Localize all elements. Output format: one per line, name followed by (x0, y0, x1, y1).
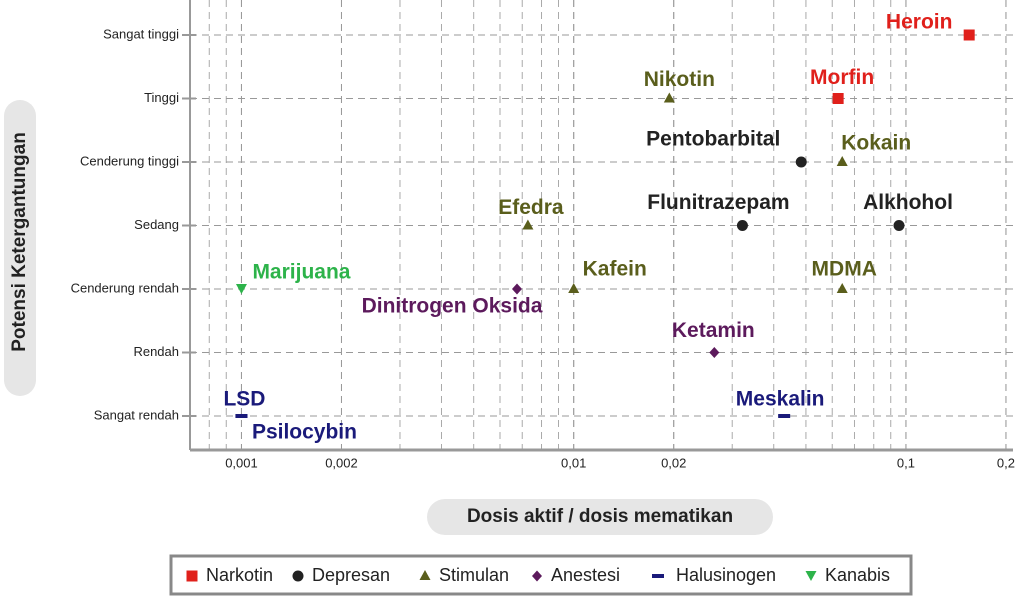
x-tick-label: 0,1 (897, 455, 915, 470)
marker (893, 220, 905, 231)
point-label: Meskalin (736, 388, 825, 411)
x-tick-label: 0,2 (997, 455, 1015, 470)
point-label: Dinitrogen Oksida (362, 295, 543, 318)
legend-label: Anestesi (551, 565, 620, 585)
y-tick-label: Cenderung tinggi (80, 153, 179, 168)
point-label: Psilocybin (252, 421, 357, 444)
point-label: Morfin (810, 66, 874, 89)
y-label-pill (4, 100, 36, 396)
legend-label: Halusinogen (676, 565, 776, 585)
marker (663, 92, 675, 103)
legend-label: Stimulan (439, 565, 509, 585)
y-tick-label: Sangat rendah (94, 407, 179, 422)
legend-label: Narkotin (206, 565, 273, 585)
point-label: Kokain (841, 132, 911, 155)
marker (795, 156, 807, 168)
marker (186, 570, 198, 582)
marker (511, 283, 522, 295)
x-tick-label: 0,001 (225, 455, 258, 470)
y-tick-label: Tinggi (144, 90, 179, 105)
point-label: Pentobarbital (646, 128, 780, 151)
point-label: Heroin (886, 11, 953, 34)
marker (235, 414, 248, 418)
point-label: MDMA (812, 258, 877, 281)
marker (522, 219, 534, 230)
y-tick-label: Sedang (134, 217, 179, 232)
marker (568, 283, 580, 293)
marker (709, 347, 720, 358)
marker (805, 571, 817, 581)
legend-label: Kanabis (825, 565, 890, 585)
marker (736, 220, 748, 231)
marker (963, 29, 975, 41)
y-axis-label: Potensi Ketergantungan (9, 132, 30, 352)
y-tick-label: Rendah (133, 344, 179, 359)
marker (652, 574, 664, 578)
y-tick-label: Cenderung rendah (71, 280, 179, 295)
x-tick-label: 0,002 (325, 455, 358, 470)
marker (778, 414, 791, 418)
x-tick-label: 0,01 (561, 455, 586, 470)
point-label: Kafein (583, 258, 647, 281)
point-label: LSD (223, 388, 265, 411)
marker (292, 570, 304, 582)
marker (532, 570, 542, 582)
marker (419, 570, 431, 580)
point-label: Ketamin (672, 319, 755, 342)
marker (832, 93, 844, 104)
marker (836, 156, 848, 166)
point-label: Marijuana (252, 261, 350, 284)
point-label: Flunitrazepam (647, 191, 789, 214)
x-axis-label: Dosis aktif / dosis mematikan (467, 506, 733, 527)
y-tick-label: Sangat tinggi (103, 26, 179, 41)
point-label: Nikotin (644, 68, 715, 91)
legend-label: Depresan (312, 565, 390, 585)
marker (836, 283, 848, 293)
x-label-pill (427, 499, 773, 535)
point-label: Efedra (498, 196, 564, 219)
x-tick-label: 0,02 (661, 455, 686, 470)
point-label: Alkhohol (863, 191, 953, 214)
marker (235, 284, 247, 294)
